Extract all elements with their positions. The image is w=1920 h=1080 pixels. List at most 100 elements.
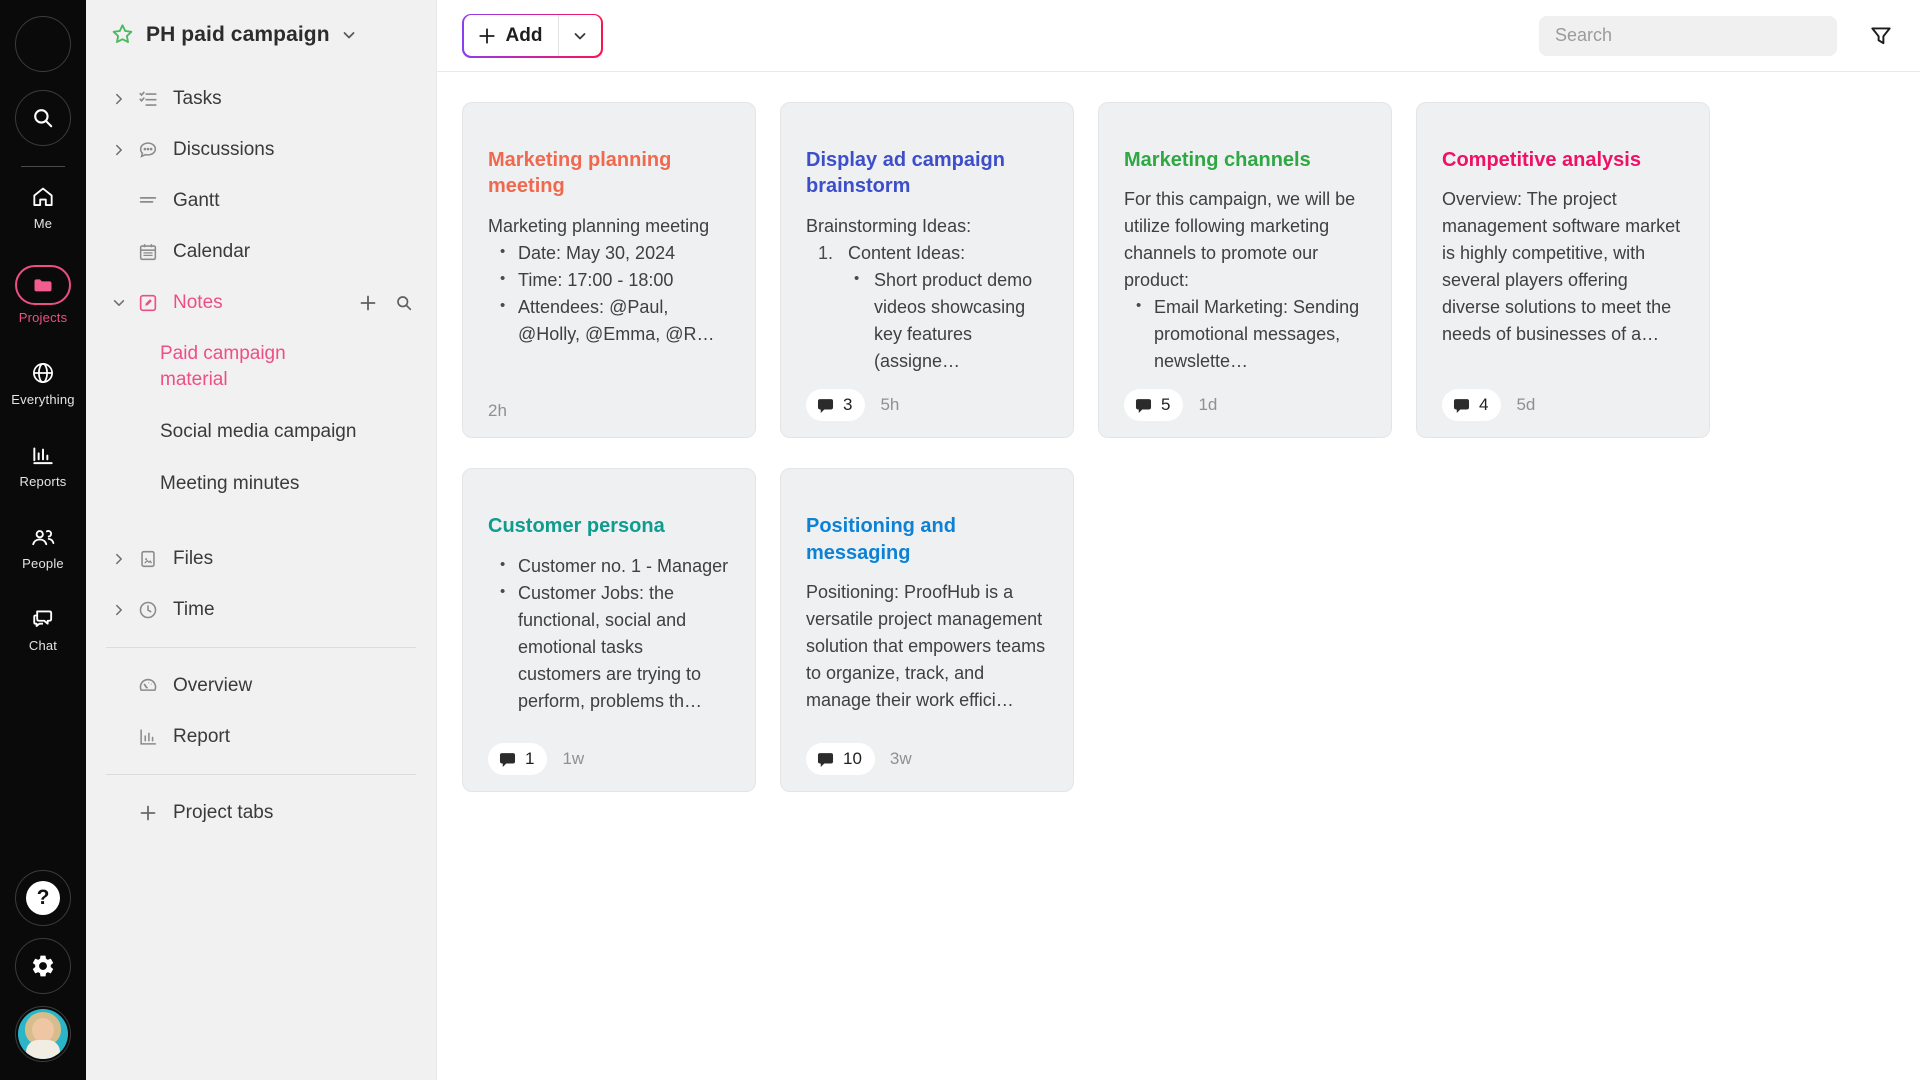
comment-icon — [498, 750, 517, 769]
note-card-body: Overview: The project management softwar… — [1442, 189, 1681, 345]
comment-count: 4 — [1479, 395, 1489, 415]
note-card[interactable]: Competitive analysis Overview: The proje… — [1416, 102, 1710, 439]
note-page-paid-campaign-material[interactable]: Paid campaign material — [160, 343, 286, 390]
note-card-title: Marketing channels — [1124, 149, 1311, 171]
chevron-right-icon[interactable] — [110, 92, 127, 106]
folder-icon — [15, 265, 71, 305]
sidebar-item-discussions[interactable]: Discussions — [86, 124, 436, 175]
sidebar-item-label: Tasks — [173, 87, 222, 109]
sidebar-item-files[interactable]: Files — [86, 533, 436, 584]
rail-item-everything[interactable]: Everything — [8, 359, 78, 407]
note-timestamp: 5d — [1516, 395, 1536, 415]
chevron-right-icon[interactable] — [110, 143, 127, 157]
note-card[interactable]: Customer persona • Customer no. 1 - Manag… — [462, 468, 756, 793]
rail-divider — [21, 166, 65, 167]
add-button[interactable]: Add — [462, 13, 603, 58]
rail-label: People — [22, 556, 64, 571]
search-input[interactable] — [1539, 15, 1837, 56]
task-list-icon — [136, 88, 160, 110]
search-notes-icon[interactable] — [394, 293, 414, 313]
gantt-lines-icon — [136, 190, 160, 212]
help-button[interactable]: ? — [15, 870, 71, 926]
sidebar-item-label: Notes — [173, 291, 223, 313]
global-search-button[interactable] — [15, 90, 71, 146]
sidebar-divider — [106, 647, 416, 648]
note-card-footer: 5 1d — [1124, 375, 1366, 422]
sidebar-item-label: Calendar — [173, 240, 251, 262]
settings-button[interactable] — [15, 938, 71, 994]
comment-count-pill[interactable]: 4 — [1442, 389, 1502, 422]
comment-count-pill[interactable]: 5 — [1124, 389, 1184, 422]
filter-button[interactable] — [1868, 23, 1894, 49]
add-project-tabs[interactable]: Project tabs — [86, 787, 436, 838]
rail-item-people[interactable]: People — [8, 523, 78, 571]
star-icon[interactable] — [110, 22, 135, 47]
sidebar-item-label: Project tabs — [173, 801, 274, 823]
rail-bottom: ? — [15, 858, 71, 1062]
plus-icon — [136, 803, 160, 823]
note-page-social-media-campaign[interactable]: Social media campaign — [160, 421, 357, 442]
note-card-body: • Customer no. 1 - Manager • Customer Jobs… — [500, 555, 729, 711]
rail-item-projects[interactable]: Projects — [8, 265, 78, 325]
comment-count-pill[interactable]: 3 — [806, 389, 866, 422]
chat-bubbles-icon — [29, 605, 57, 633]
note-card-footer: 3 5h — [806, 375, 1048, 422]
sidebar-item-tasks[interactable]: Tasks — [86, 73, 436, 124]
note-page-meeting-minutes[interactable]: Meeting minutes — [160, 473, 300, 494]
note-timestamp: 1d — [1198, 395, 1218, 415]
project-title: PH paid campaign — [146, 22, 330, 46]
sidebar-item-notes[interactable]: Notes — [86, 277, 436, 328]
add-button-label: Add — [505, 24, 543, 46]
project-switcher[interactable]: PH paid campaign — [86, 22, 436, 47]
note-card[interactable]: Marketing planning meeting Marketing pla… — [462, 102, 756, 439]
notes-board: Marketing planning meeting Marketing pla… — [437, 72, 1920, 793]
main-area: Add Marketing planning meeting Marketing — [437, 0, 1920, 1080]
comment-count-pill[interactable]: 10 — [806, 743, 875, 776]
note-pencil-icon — [136, 292, 160, 314]
note-card-title: Competitive analysis — [1442, 149, 1641, 171]
sidebar-divider — [106, 774, 416, 775]
chevron-right-icon[interactable] — [110, 603, 127, 617]
global-add-button[interactable] — [15, 16, 71, 72]
comment-count-pill[interactable]: 1 — [488, 743, 548, 776]
note-timestamp: 5h — [880, 395, 900, 415]
note-card[interactable]: Positioning and messaging Positioning: P… — [780, 468, 1074, 793]
note-card-footer: 1 1w — [488, 729, 730, 776]
rail-item-me[interactable]: Me — [8, 183, 78, 231]
notes-toolbar: Add — [437, 0, 1920, 72]
note-card[interactable]: Marketing channels For this campaign, we… — [1098, 102, 1392, 439]
chevron-down-icon[interactable] — [110, 296, 127, 310]
sidebar-item-time[interactable]: Time — [86, 584, 436, 635]
add-dropdown-toggle[interactable] — [559, 15, 601, 56]
rail-label: Me — [33, 216, 53, 231]
rail-item-chat[interactable]: Chat — [8, 605, 78, 653]
note-card-body: Marketing planning meeting • Date: May 30… — [488, 215, 715, 344]
home-icon — [30, 183, 56, 211]
sidebar-item-label: Overview — [173, 674, 253, 696]
notes-actions — [358, 293, 414, 313]
sidebar-item-overview[interactable]: Overview — [86, 660, 436, 711]
note-timestamp: 2h — [488, 401, 507, 421]
sidebar-item-label: Files — [173, 547, 214, 569]
sidebar-item-report[interactable]: Report — [86, 711, 436, 762]
comment-count: 1 — [525, 749, 535, 769]
rail-item-reports[interactable]: Reports — [8, 441, 78, 489]
search-icon — [30, 105, 56, 131]
note-card-title: Marketing planning meeting — [488, 149, 672, 198]
calendar-icon — [136, 241, 160, 263]
sidebar-item-gantt[interactable]: Gantt — [86, 175, 436, 226]
chevron-right-icon[interactable] — [110, 552, 127, 566]
user-avatar-button[interactable] — [15, 1006, 71, 1062]
comment-count: 3 — [843, 395, 853, 415]
note-card-body: For this campaign, we will be utilize fo… — [1124, 189, 1360, 372]
note-card[interactable]: Display ad campaign brainstorm Brainstor… — [780, 102, 1074, 439]
sidebar-item-calendar[interactable]: Calendar — [86, 226, 436, 277]
clock-icon — [136, 599, 160, 621]
note-card-title: Customer persona — [488, 515, 665, 538]
add-note-icon[interactable] — [358, 293, 378, 313]
note-timestamp: 1w — [562, 749, 585, 769]
add-button-divider — [558, 15, 560, 56]
rail-label: Everything — [11, 392, 75, 407]
report-chart-icon — [136, 726, 160, 748]
note-card-footer: 4 5d — [1442, 375, 1684, 422]
